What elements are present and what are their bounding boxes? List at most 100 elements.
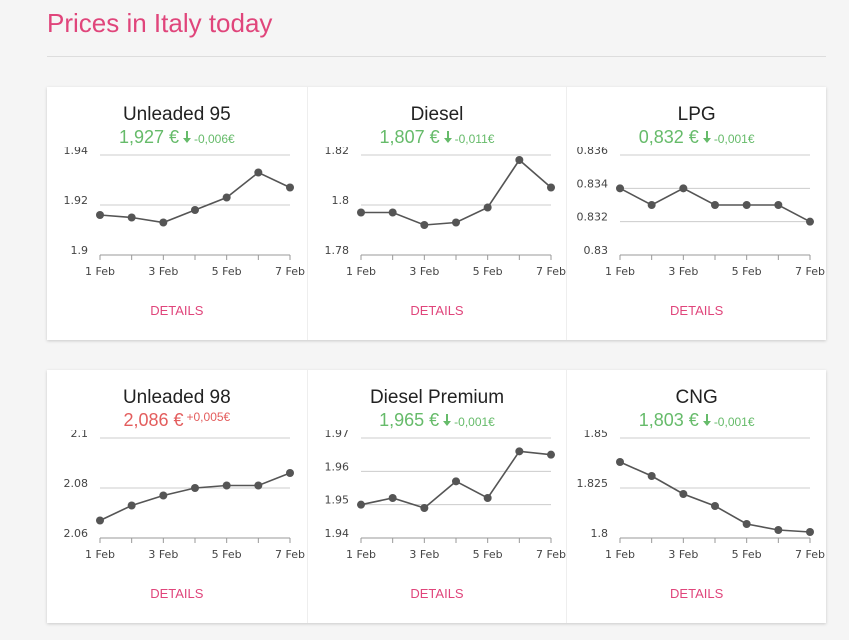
- details-button[interactable]: DETAILS: [410, 303, 464, 318]
- point: [546, 183, 555, 192]
- chart: 0.83 0.832 0.834 0.836 1 Feb 3 Feb 5 Feb 7 Feb: [577, 147, 825, 278]
- price-change: +0,005€: [186, 410, 231, 424]
- price-change: -0,011€: [454, 132, 495, 146]
- line: [360, 158, 552, 226]
- price-row: 1,965 € -0,001€: [308, 410, 567, 431]
- price-row: 1,807 € -0,011€: [308, 127, 567, 148]
- point: [451, 477, 460, 486]
- card-title: Unleaded 95: [122, 104, 231, 125]
- down-arrow: [443, 131, 452, 143]
- down-arrow: [443, 414, 452, 426]
- price-change: -0,001€: [713, 415, 755, 429]
- x-tick-label: 7 Feb: [795, 548, 825, 561]
- x-tick-label: 7 Feb: [536, 265, 566, 278]
- point: [514, 447, 523, 456]
- y-tick-label: 1.94: [324, 527, 349, 540]
- chart: 1.8 1.825 1.85 1 Feb 3 Feb 5 Feb 7 Feb: [577, 430, 825, 561]
- x-tick-label: 3 Feb: [148, 265, 178, 278]
- card-title: CNG: [675, 387, 718, 408]
- x-tick-label: 3 Feb: [148, 548, 178, 561]
- x-tick-label: 7 Feb: [536, 548, 566, 561]
- y-tick-label: 1.92: [64, 194, 89, 207]
- point: [254, 168, 263, 177]
- price-row: 0,832 € -0,001€: [567, 127, 826, 148]
- x-tick-label: 1 Feb: [85, 548, 115, 561]
- arrow-shape: [702, 131, 711, 143]
- price-change: -0,001€: [713, 132, 755, 146]
- y-tick-label: 1.9: [71, 244, 89, 257]
- card-title: Diesel Premium: [369, 387, 505, 408]
- x-tick-label: 5 Feb: [732, 548, 762, 561]
- details-button[interactable]: DETAILS: [150, 586, 204, 601]
- point: [159, 218, 168, 227]
- card: Unleaded 98 2,086 € +0,005€ 2.06 2.08 2.1 1 Fe…: [47, 370, 307, 623]
- details-button[interactable]: DETAILS: [150, 303, 204, 318]
- y-tick-label: 1.96: [324, 460, 349, 473]
- point: [483, 203, 492, 212]
- x-tick-label: 1 Feb: [346, 265, 376, 278]
- card-title: Unleaded 98: [122, 387, 231, 408]
- x-tick-label: 5 Feb: [472, 548, 502, 561]
- point: [96, 516, 104, 525]
- divider: [47, 56, 826, 57]
- details-button[interactable]: DETAILS: [410, 586, 464, 601]
- arrow-shape: [183, 131, 191, 143]
- point: [514, 156, 523, 164]
- x-tick-label: 1 Feb: [85, 265, 115, 278]
- line: [99, 171, 291, 224]
- chart: 2.06 2.08 2.1 1 Feb 3 Feb 5 Feb 7 Feb: [64, 430, 305, 561]
- card-title: Diesel: [410, 104, 464, 125]
- y-tick-label: 1.97: [324, 430, 349, 440]
- page-title: Prices in Italy today: [47, 8, 273, 38]
- price-change: -0,001€: [454, 415, 495, 429]
- price: 0,832 €: [638, 127, 699, 147]
- y-tick-label: 1.825: [577, 477, 609, 490]
- card: Unleaded 95 1,927 € -0,006€ 1.9 1.92 1.94 1 Fe…: [47, 87, 307, 340]
- card-row: Unleaded 98 2,086 € +0,005€ 2.06 2.08 2.1 1 Fe…: [47, 370, 826, 623]
- x-tick-label: 5 Feb: [212, 548, 242, 561]
- point: [254, 481, 263, 490]
- point: [356, 208, 365, 217]
- details-button[interactable]: DETAILS: [670, 586, 724, 601]
- y-tick-label: 1.82: [324, 147, 349, 157]
- card: CNG 1,803 € -0,001€ 1.8 1.825 1.85 1 Feb 3 Feb 5…: [566, 370, 826, 623]
- point: [127, 213, 136, 222]
- card: LPG 0,832 € -0,001€ 0.83 0.832 0.834 0.836 1 Fe…: [566, 87, 826, 340]
- point: [616, 458, 625, 466]
- y-tick-label: 2.08: [64, 477, 89, 490]
- point: [742, 201, 751, 209]
- point: [742, 520, 751, 528]
- y-tick-label: 1.94: [64, 147, 89, 157]
- point: [419, 504, 428, 512]
- point: [222, 481, 231, 490]
- point: [647, 201, 656, 209]
- point: [356, 500, 365, 509]
- x-tick-label: 5 Feb: [472, 265, 502, 278]
- x-tick-label: 7 Feb: [795, 265, 825, 278]
- point: [96, 211, 104, 219]
- price-row: 1,803 € -0,001€: [567, 410, 826, 431]
- arrow-shape: [443, 131, 452, 143]
- y-tick-label: 0.832: [577, 211, 609, 224]
- point: [388, 494, 397, 502]
- down-arrow: [183, 131, 191, 143]
- point: [774, 201, 783, 209]
- point: [711, 201, 720, 209]
- price: 1,807 €: [379, 127, 440, 147]
- point: [127, 501, 136, 510]
- point: [286, 469, 294, 477]
- chart: 1.78 1.8 1.82 1 Feb 3 Feb 5 Feb 7 Feb: [324, 147, 566, 278]
- point: [679, 184, 688, 193]
- point: [388, 208, 397, 217]
- x-tick-label: 1 Feb: [605, 265, 635, 278]
- point: [483, 494, 492, 502]
- x-tick-label: 5 Feb: [212, 265, 242, 278]
- x-tick-label: 7 Feb: [275, 265, 305, 278]
- details-button[interactable]: DETAILS: [670, 303, 724, 318]
- point: [191, 484, 199, 492]
- point: [191, 206, 199, 214]
- price: 1,803 €: [638, 410, 699, 430]
- price-row: 1,927 € -0,006€: [47, 127, 307, 148]
- price-change: -0,006€: [194, 132, 235, 146]
- card-row: Unleaded 95 1,927 € -0,006€ 1.9 1.92 1.94 1 Fe…: [47, 87, 826, 340]
